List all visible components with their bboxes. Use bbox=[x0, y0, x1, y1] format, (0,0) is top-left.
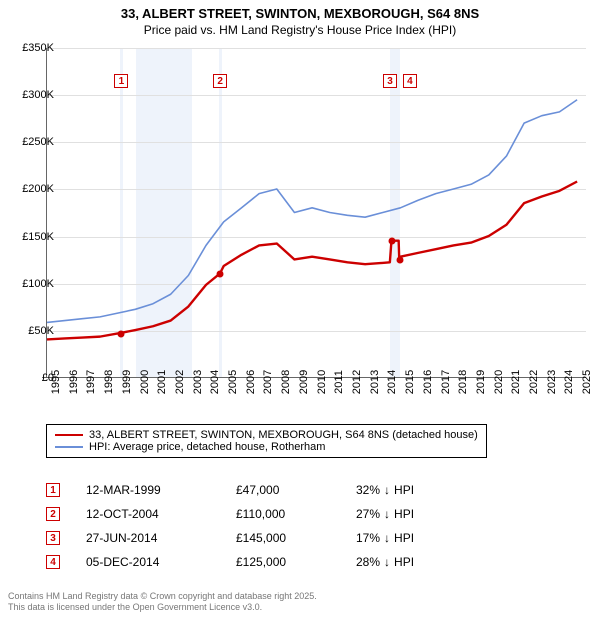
legend-item: 33, ALBERT STREET, SWINTON, MEXBOROUGH, … bbox=[55, 429, 478, 441]
chart-marker: 4 bbox=[403, 74, 417, 88]
arrow-down-icon: ↓ bbox=[384, 531, 390, 545]
arrow-down-icon: ↓ bbox=[384, 555, 390, 569]
row-marker: 1 bbox=[46, 483, 60, 497]
license-text: Contains HM Land Registry data © Crown c… bbox=[8, 591, 317, 614]
row-price: £125,000 bbox=[236, 555, 356, 569]
delta-vs: HPI bbox=[394, 507, 414, 521]
row-delta: 27% ↓ HPI bbox=[356, 507, 414, 521]
title-line-2: Price paid vs. HM Land Registry's House … bbox=[8, 23, 592, 37]
chart-marker: 3 bbox=[383, 74, 397, 88]
row-delta: 28% ↓ HPI bbox=[356, 555, 414, 569]
legend-item: HPI: Average price, detached house, Roth… bbox=[55, 441, 478, 453]
row-date: 27-JUN-2014 bbox=[86, 531, 236, 545]
chart-container: 33, ALBERT STREET, SWINTON, MEXBOROUGH, … bbox=[0, 0, 600, 620]
sale-point bbox=[389, 238, 396, 245]
sales-table: 112-MAR-1999£47,00032%↓HPI212-OCT-2004£1… bbox=[46, 478, 414, 574]
legend-swatch bbox=[55, 446, 83, 448]
table-row: 3 27-JUN-2014£145,00017% ↓ HPI bbox=[46, 526, 414, 550]
series-price_paid bbox=[47, 181, 577, 339]
table-row: 2 12-OCT-2004£110,00027% ↓ HPI bbox=[46, 502, 414, 526]
delta-percent: 17% bbox=[356, 531, 380, 545]
delta-percent: 27% bbox=[356, 507, 380, 521]
delta-vs: HPI bbox=[394, 555, 414, 569]
license-line-2: This data is licensed under the Open Gov… bbox=[8, 602, 317, 614]
delta-percent: 28% bbox=[356, 555, 380, 569]
delta-vs: HPI bbox=[394, 483, 414, 497]
row-marker: 4 bbox=[46, 555, 60, 569]
row-date: 12-OCT-2004 bbox=[86, 507, 236, 521]
chart-title: 33, ALBERT STREET, SWINTON, MEXBOROUGH, … bbox=[0, 0, 600, 41]
sale-point bbox=[118, 330, 125, 337]
chart-marker: 2 bbox=[213, 74, 227, 88]
delta-vs: HPI bbox=[394, 531, 414, 545]
license-line-1: Contains HM Land Registry data © Crown c… bbox=[8, 591, 317, 603]
legend-label: 33, ALBERT STREET, SWINTON, MEXBOROUGH, … bbox=[89, 429, 478, 441]
row-date: 12-MAR-1999 bbox=[86, 483, 236, 497]
table-row: 1 12-MAR-1999£47,00032% ↓ HPI bbox=[46, 478, 414, 502]
chart-marker: 1 bbox=[114, 74, 128, 88]
row-date: 05-DEC-2014 bbox=[86, 555, 236, 569]
row-delta: 32% ↓ HPI bbox=[356, 483, 414, 497]
title-line-1: 33, ALBERT STREET, SWINTON, MEXBOROUGH, … bbox=[8, 6, 592, 21]
table-row: 4 05-DEC-2014£125,00028% ↓ HPI bbox=[46, 550, 414, 574]
arrow-down-icon: ↓ bbox=[384, 483, 390, 497]
chart-legend: 33, ALBERT STREET, SWINTON, MEXBOROUGH, … bbox=[46, 424, 487, 458]
delta-percent: 32% bbox=[356, 483, 380, 497]
row-marker: 3 bbox=[46, 531, 60, 545]
row-price: £110,000 bbox=[236, 507, 356, 521]
sale-point bbox=[217, 271, 224, 278]
chart-svg bbox=[47, 48, 586, 377]
sale-point bbox=[396, 257, 403, 264]
series-hpi bbox=[47, 100, 577, 323]
legend-label: HPI: Average price, detached house, Roth… bbox=[89, 441, 325, 453]
row-delta: 17% ↓ HPI bbox=[356, 531, 414, 545]
arrow-down-icon: ↓ bbox=[384, 507, 390, 521]
row-marker: 2 bbox=[46, 507, 60, 521]
chart-plot-area: 1 2 34 bbox=[46, 48, 586, 378]
legend-swatch bbox=[55, 434, 83, 436]
row-price: £145,000 bbox=[236, 531, 356, 545]
row-price: £47,000 bbox=[236, 483, 356, 497]
